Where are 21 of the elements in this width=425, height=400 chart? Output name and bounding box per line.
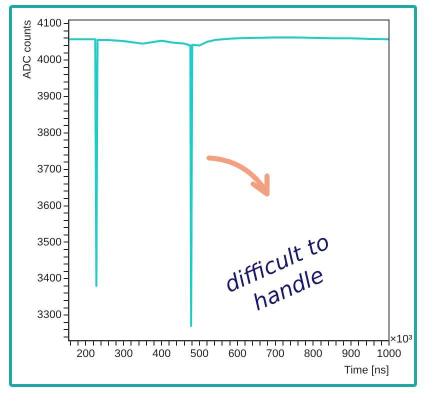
x-tick-label: 700	[266, 348, 284, 360]
y-axis-title: ADC counts	[22, 20, 34, 79]
y-tick-label: 3600	[37, 200, 62, 212]
y-tick-label: 3900	[37, 90, 62, 103]
y-tick-label: 3500	[37, 236, 62, 248]
x-tick-label: 900	[342, 348, 360, 360]
y-tick-label: 3800	[37, 126, 62, 139]
x-tick-label: 300	[114, 348, 133, 360]
x-tick-label: 1000	[376, 348, 402, 360]
x-tick-label: 800	[304, 348, 322, 360]
x-tick-label: 400	[152, 348, 171, 360]
y-tick-label: 3400	[37, 272, 62, 285]
text: ×10³	[390, 334, 413, 346]
y-tick-label: 4100	[37, 18, 62, 30]
y-tick-label: 3700	[37, 163, 62, 176]
x-tick-label: 200	[76, 348, 95, 360]
x-tick-label: 600	[228, 348, 247, 360]
y-tick-label: 3300	[37, 309, 62, 322]
y-tick-label: 4000	[37, 54, 62, 66]
x-tick-label: 500	[190, 348, 209, 360]
x-axis-title: Time [ns]	[344, 364, 389, 376]
